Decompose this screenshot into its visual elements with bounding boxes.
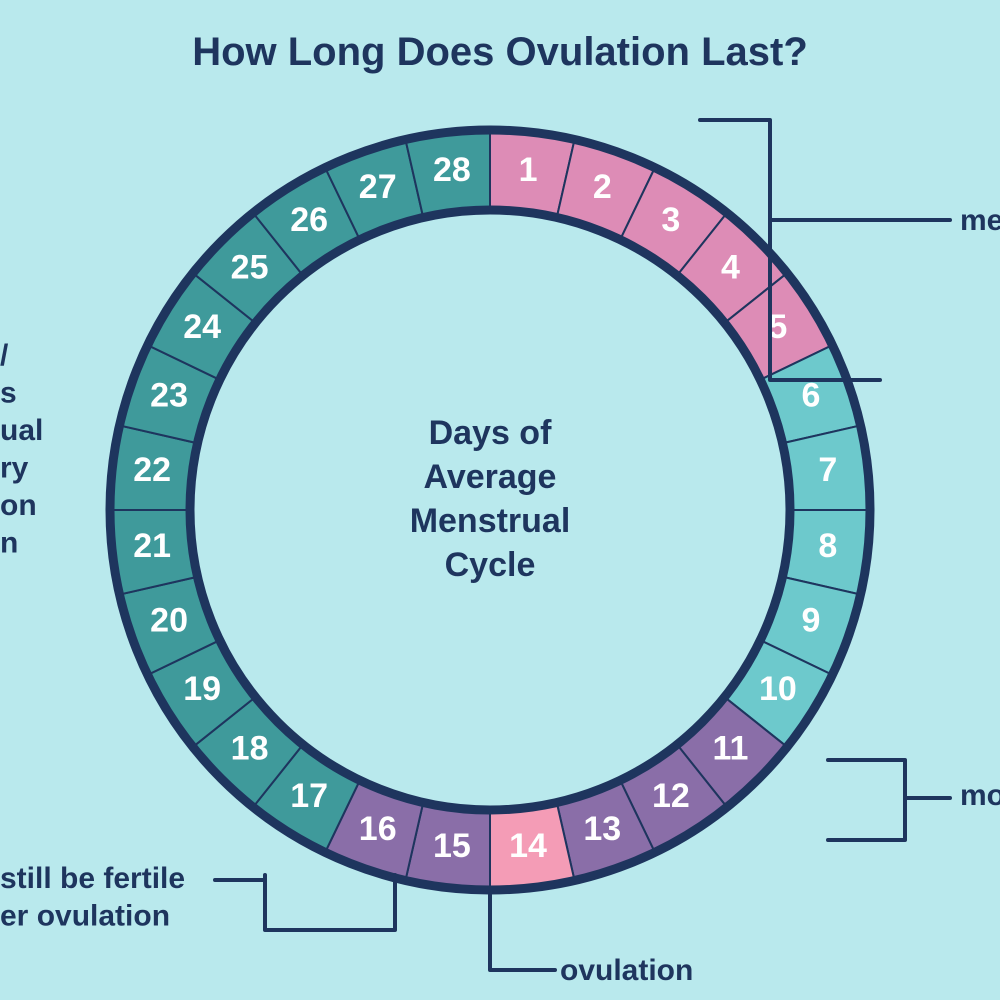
day-number-14: 14 <box>509 827 547 865</box>
day-number-6: 6 <box>801 377 820 415</box>
day-number-8: 8 <box>818 527 837 565</box>
callout-most_fertile: most <box>960 779 1000 812</box>
center-label-line-0: Days of <box>429 414 552 452</box>
day-number-26: 26 <box>290 201 328 239</box>
ovulation-cycle-diagram: How Long Does Ovulation Last? 1234567891… <box>0 0 1000 1000</box>
day-number-18: 18 <box>231 729 269 767</box>
day-number-13: 13 <box>583 810 621 848</box>
day-number-9: 9 <box>801 601 820 639</box>
center-label-line-3: Cycle <box>445 546 536 584</box>
day-number-27: 27 <box>359 168 397 206</box>
page-title: How Long Does Ovulation Last? <box>192 30 808 74</box>
callout-left_fragment-line-3: ry <box>0 452 29 485</box>
day-number-2: 2 <box>593 168 612 206</box>
day-number-24: 24 <box>183 308 221 346</box>
callout-still_fertile-line-0: still be fertile <box>0 862 185 895</box>
day-number-4: 4 <box>721 249 740 287</box>
day-number-17: 17 <box>290 777 328 815</box>
day-number-22: 22 <box>133 451 171 489</box>
callout-still_fertile-line-1: er ovulation <box>0 900 170 933</box>
day-number-7: 7 <box>818 451 837 489</box>
callout-left_fragment-line-4: on <box>0 489 37 522</box>
day-number-15: 15 <box>433 827 471 865</box>
day-number-28: 28 <box>433 151 471 189</box>
callout-menstruation: mens <box>960 204 1000 237</box>
day-number-1: 1 <box>519 151 538 189</box>
day-number-16: 16 <box>359 810 397 848</box>
day-number-10: 10 <box>759 670 797 708</box>
day-number-12: 12 <box>652 777 690 815</box>
day-number-23: 23 <box>150 377 188 415</box>
callout-left_fragment-line-5: n <box>0 527 18 560</box>
day-number-21: 21 <box>133 527 171 565</box>
callout-left_fragment-line-2: ual <box>0 414 43 447</box>
center-label-line-1: Average <box>424 458 557 496</box>
day-number-25: 25 <box>231 249 269 287</box>
day-number-11: 11 <box>712 729 748 767</box>
day-number-3: 3 <box>661 201 680 239</box>
callout-ovulation_label: ovulation <box>560 954 693 987</box>
callout-left_fragment-line-1: s <box>0 377 17 410</box>
day-number-19: 19 <box>183 670 221 708</box>
center-label-line-2: Menstrual <box>410 502 571 540</box>
day-number-20: 20 <box>150 601 188 639</box>
callout-left_fragment-line-0: / <box>0 339 9 372</box>
